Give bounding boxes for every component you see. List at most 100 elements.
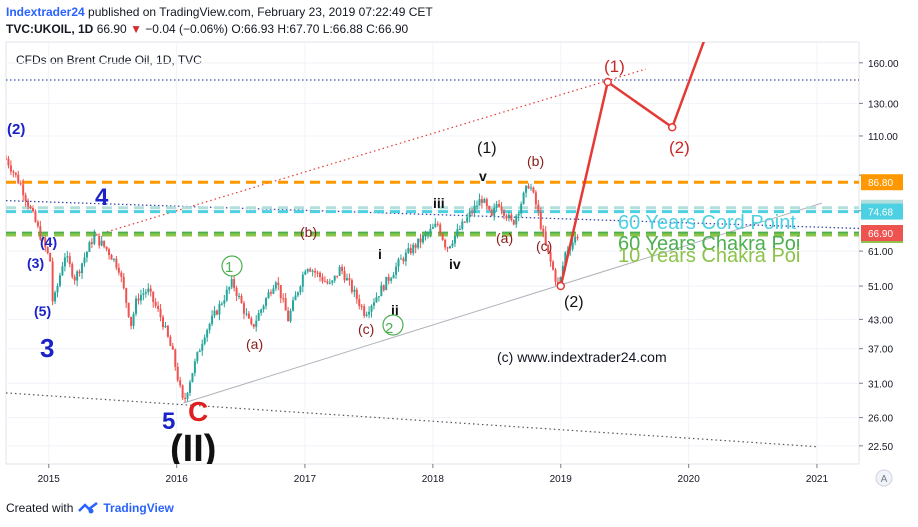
wave-label: (c) <box>536 238 552 254</box>
candle-body <box>407 248 410 253</box>
candle-body <box>44 237 47 248</box>
candle-body <box>223 300 226 304</box>
candle-body <box>282 298 285 300</box>
candle-body <box>176 366 179 381</box>
candle-body <box>110 254 113 260</box>
candle-body <box>120 272 123 277</box>
candle-body <box>181 385 184 398</box>
candle-body <box>515 215 518 225</box>
candle-body <box>240 295 243 304</box>
wave-label: (b) <box>527 153 544 169</box>
candle-body <box>333 275 336 281</box>
candle-body <box>139 294 142 301</box>
published-text: published on TradingView.com, February 2… <box>88 5 433 19</box>
candle-body <box>441 234 444 241</box>
candle-body <box>473 205 476 214</box>
candle-body <box>341 266 344 272</box>
lower-channel-line <box>6 392 817 448</box>
candle-body <box>147 288 150 293</box>
candle-body <box>228 287 231 290</box>
candle-body <box>529 187 532 189</box>
candle-body <box>213 310 216 316</box>
candle-body <box>27 200 30 207</box>
candle-body <box>71 264 74 277</box>
candle-body <box>73 276 76 281</box>
candle-body <box>468 212 471 218</box>
candle-body <box>549 252 552 262</box>
wave-label: (2) <box>564 294 584 311</box>
candle-body <box>269 292 272 294</box>
candle-body <box>135 298 138 314</box>
candle-body <box>547 244 550 253</box>
candle-body <box>6 158 7 160</box>
candle-body <box>49 253 52 262</box>
created-with-label: Created with <box>6 501 74 515</box>
candle-body <box>245 313 248 315</box>
candle-body <box>93 234 96 244</box>
candle-body <box>488 206 491 210</box>
candle-body <box>117 267 120 273</box>
candle-body <box>353 289 356 292</box>
candle-body <box>480 199 483 203</box>
candle-body <box>203 337 206 344</box>
price-badge-label: 66.90 <box>868 229 893 240</box>
candle-body <box>372 302 375 306</box>
candle-body <box>125 288 128 303</box>
candle-body <box>22 184 25 196</box>
wave-label: v <box>479 168 487 184</box>
candle-body <box>46 247 49 254</box>
candle-body <box>272 288 275 294</box>
auto-scale-button[interactable] <box>875 469 893 487</box>
wave-circle <box>221 255 243 277</box>
candle-body <box>490 209 493 216</box>
y-tick-label: 26.00 <box>868 414 893 425</box>
candle-body <box>78 271 81 274</box>
price-badge <box>861 174 903 191</box>
candle-body <box>419 238 422 243</box>
candle-body <box>137 298 140 301</box>
candle-body <box>306 269 309 272</box>
candle-body <box>265 298 268 306</box>
candle-body <box>380 285 383 297</box>
candle-body <box>544 231 547 245</box>
candle-body <box>301 274 304 287</box>
candle-body <box>449 246 452 248</box>
candle-body <box>458 228 461 230</box>
candle-body <box>149 288 152 292</box>
author-link[interactable]: Indextrader24 <box>6 5 85 19</box>
candle-body <box>159 309 162 318</box>
wave-label: 4 <box>95 184 109 211</box>
candle-body <box>426 232 429 234</box>
candle-body <box>85 251 88 258</box>
candle-body <box>122 276 125 289</box>
wave-label: ii <box>391 302 399 318</box>
x-tick-label: 2017 <box>294 474 317 485</box>
candle-body <box>294 295 297 301</box>
candle-body <box>257 313 260 321</box>
candle-body <box>348 278 351 281</box>
candle-body <box>534 192 537 205</box>
candle-body <box>51 261 54 302</box>
candle-body <box>41 237 44 240</box>
y-tick-label: 43.00 <box>868 315 893 326</box>
tradingview-brand[interactable]: TradingView <box>103 501 174 515</box>
candle-body <box>471 212 474 214</box>
candle-body <box>81 263 84 274</box>
candle-body <box>382 285 385 291</box>
candle-body <box>444 240 447 248</box>
candle-body <box>456 229 459 236</box>
candle-body <box>461 221 464 229</box>
candle-body <box>31 208 34 212</box>
y-tick-label: 160.00 <box>868 59 899 70</box>
candle-body <box>571 242 574 249</box>
candle-body <box>130 316 133 326</box>
candle-body <box>552 261 555 270</box>
y-tick-label: 22.50 <box>868 442 893 453</box>
projection-point <box>603 77 612 87</box>
candle-body <box>466 217 469 223</box>
candle-body <box>355 289 358 300</box>
candle-body <box>429 228 432 233</box>
candle-body <box>188 382 191 393</box>
y-tick-label: 61.00 <box>868 247 893 258</box>
